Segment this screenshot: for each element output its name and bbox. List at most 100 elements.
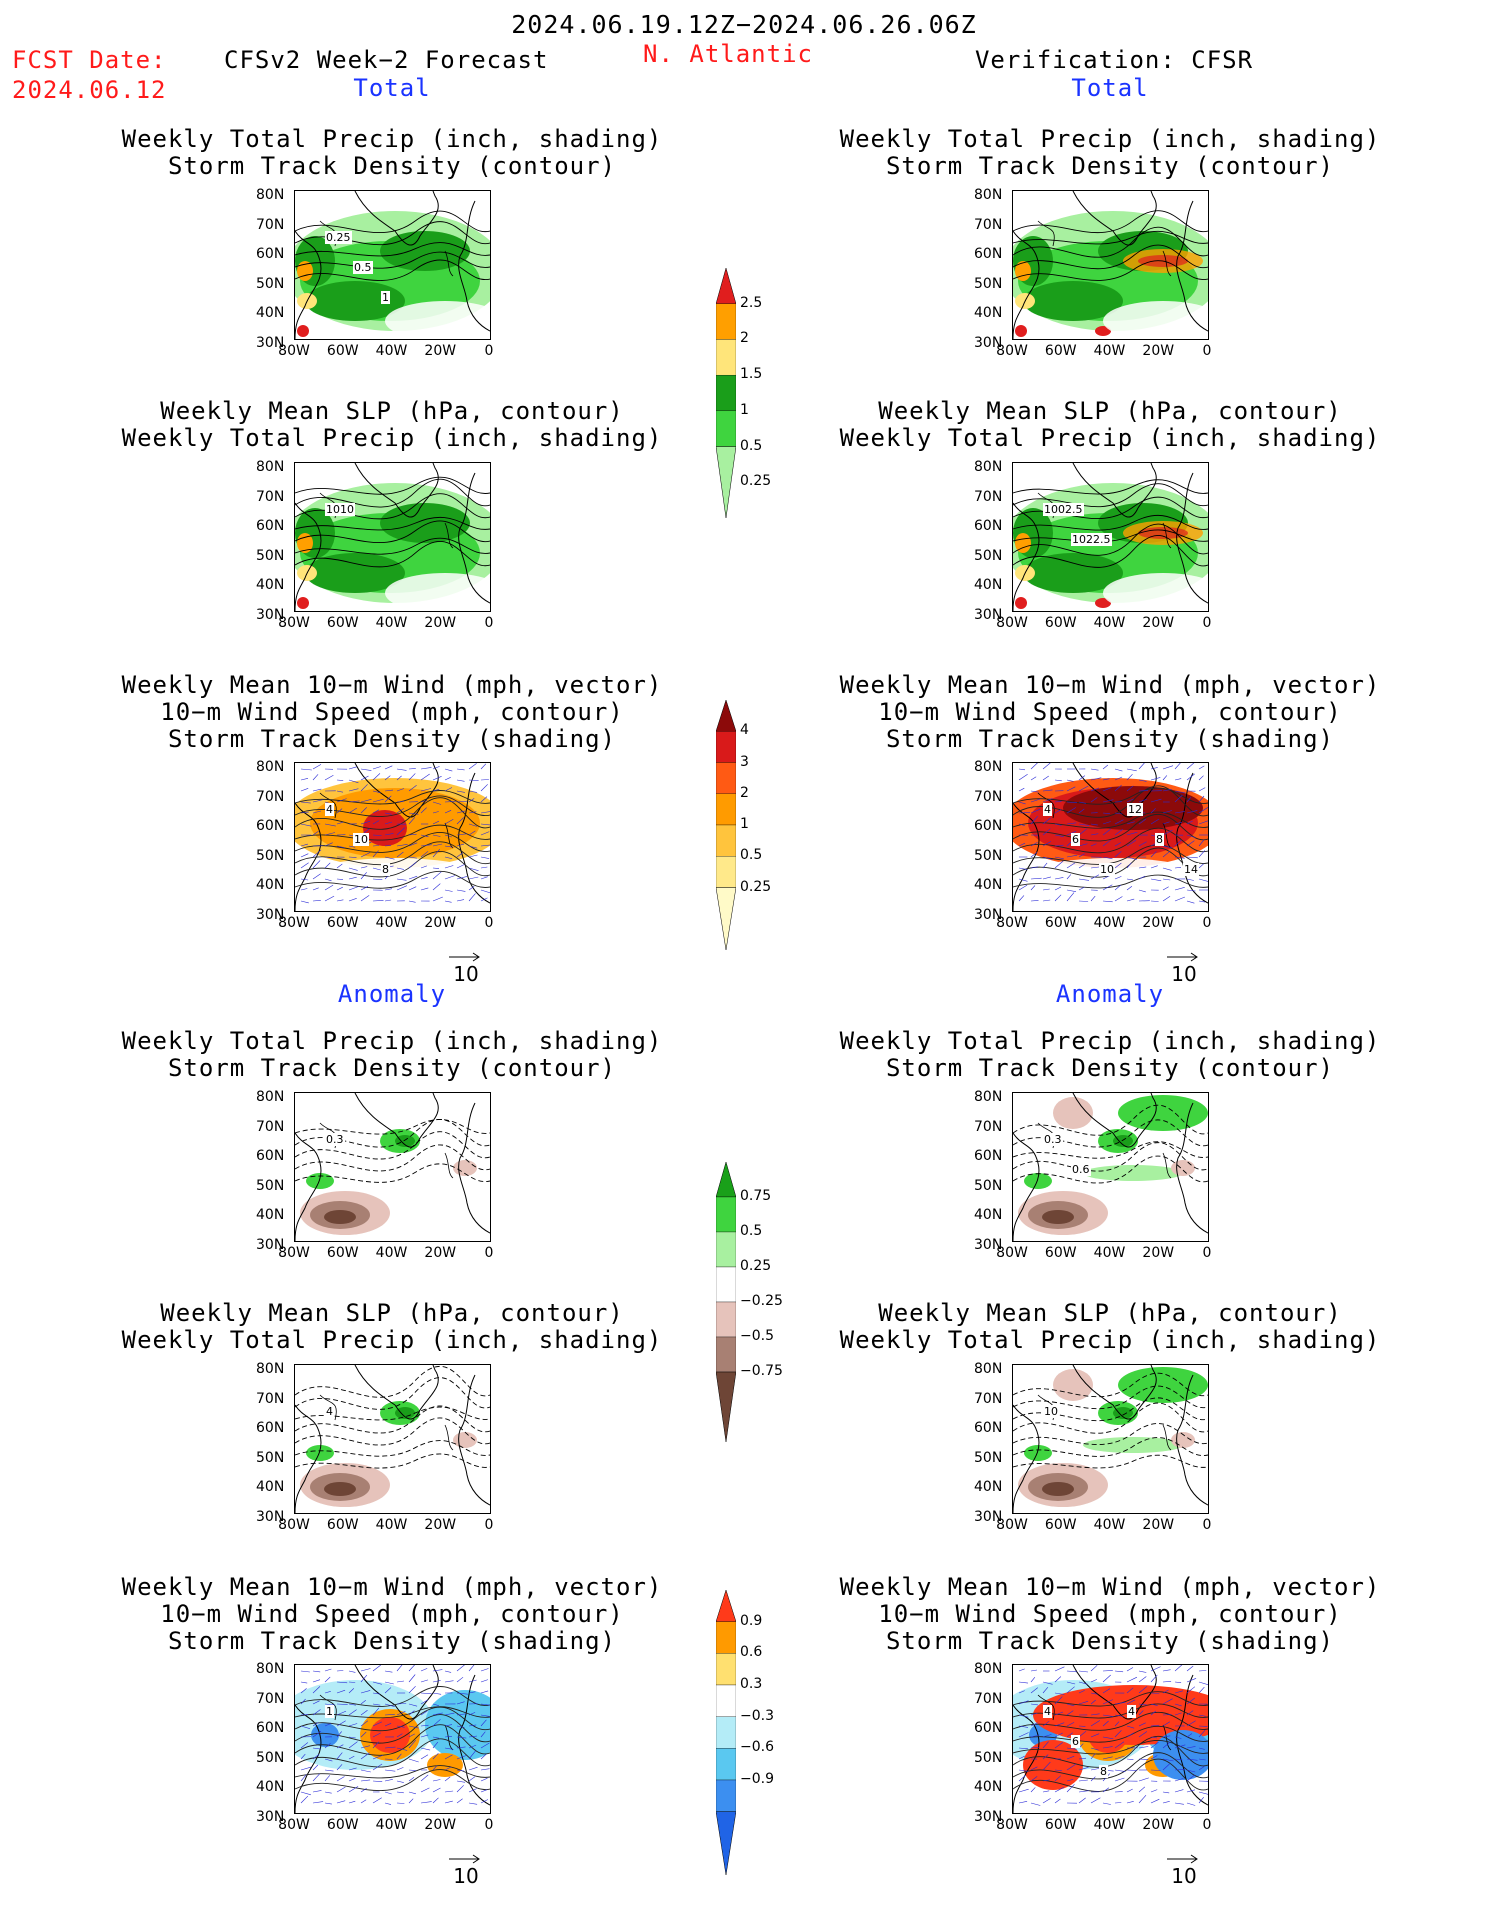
lat-label: 80N <box>256 459 285 475</box>
panel-title-line: Weekly Total Precip (inch, shading) <box>121 424 663 452</box>
colorbar-label: 1 <box>740 816 749 832</box>
lon-label: 60W <box>326 615 359 631</box>
colorbar-label: 3 <box>740 753 749 770</box>
panel-title-fcst_anom_precip: Weekly Total Precip (inch, shading) Storm… <box>122 1028 663 1082</box>
lon-label: 20W <box>424 1517 457 1533</box>
lat-label: 40N <box>974 877 1003 893</box>
lon-label: 60W <box>1044 1817 1077 1833</box>
lat-label: 60N <box>256 1720 285 1736</box>
lat-label: 70N <box>974 1690 1003 1707</box>
colorbar-precip_anom <box>715 1161 737 1446</box>
lat-label: 50N <box>974 847 1003 864</box>
lat-label: 70N <box>974 1390 1003 1407</box>
lon-label: 0 <box>1202 615 1212 631</box>
lon-label: 80W <box>996 1817 1028 1833</box>
lat-label: 80N <box>974 187 1003 203</box>
lat-label: 60N <box>974 1420 1003 1436</box>
lon-label: 80W <box>996 1245 1028 1261</box>
colorbar-segment <box>715 303 737 340</box>
panel-title-obs_total_precip: Weekly Total Precip (inch, shading) Storm… <box>840 126 1381 180</box>
lat-label: 30N <box>256 1508 285 1525</box>
colorbar-label: −0.9 <box>740 1771 774 1787</box>
lat-label: 80N <box>974 1089 1003 1105</box>
panel-title-line: Storm Track Density (shading) <box>167 725 617 753</box>
panel-title-obs_anom_wind: Weekly Mean 10−m Wind (mph, vector) 10−m … <box>840 1574 1381 1655</box>
colorbar-segment <box>715 1196 737 1233</box>
panel-title-line: Weekly Mean SLP (hPa, contour) <box>160 397 624 425</box>
lon-label: 40W <box>1093 615 1126 631</box>
panel-title-line: Weekly Total Precip (inch, shading) <box>121 125 663 153</box>
colorbar-label: −0.3 <box>740 1707 774 1724</box>
vector-ref-label: 10 <box>453 962 479 986</box>
colorbar-segment <box>715 856 737 888</box>
colorbar-label: −0.6 <box>740 1739 774 1756</box>
panel-title-line: 10−m Wind Speed (mph, contour) <box>878 1600 1342 1628</box>
lat-label: 70N <box>256 1390 285 1407</box>
contour-label: 0.6 <box>1071 1163 1091 1176</box>
lon-label: 80W <box>278 1245 310 1261</box>
vector-ref: 10 <box>449 1854 483 1888</box>
lon-label: 0 <box>484 915 494 931</box>
lon-label: 40W <box>375 1817 408 1833</box>
lat-label: 60N <box>974 1148 1003 1164</box>
colorbar-label: 0.25 <box>740 473 772 490</box>
colorbar-cap-top <box>715 267 737 304</box>
colorbar-label: −0.75 <box>740 1363 783 1379</box>
lat-label: 30N <box>256 334 285 351</box>
contour-label: 6 <box>1071 833 1080 846</box>
contour-label: 14 <box>1183 863 1199 876</box>
lon-label: 40W <box>1093 343 1126 359</box>
lat-label: 30N <box>256 1808 285 1825</box>
colorbar-label: −0.25 <box>740 1293 783 1309</box>
lat-label: 30N <box>974 1508 1003 1525</box>
contour-label: 1 <box>381 291 390 304</box>
colorbar-label: 0.25 <box>740 878 772 895</box>
map-obs_anom_wind: 4 6 8 4 <box>1012 1664 1209 1814</box>
lat-label: 30N <box>974 334 1003 351</box>
panel-title-line: Storm Track Density (contour) <box>885 152 1335 180</box>
lon-label: 80W <box>278 1817 310 1833</box>
panel-title-line: Weekly Mean SLP (hPa, contour) <box>878 397 1342 425</box>
colorbar-segment <box>715 1621 737 1654</box>
lat-label: 60N <box>256 518 285 534</box>
colorbar-storm <box>715 699 737 954</box>
lon-label: 0 <box>1202 1817 1212 1833</box>
lon-label: 0 <box>1202 343 1212 359</box>
lat-label: 70N <box>256 216 285 233</box>
fcst-date-label: FCST Date: <box>12 46 167 74</box>
panel-title-line: Weekly Mean 10−m Wind (mph, vector) <box>121 1573 663 1601</box>
vector-ref: 10 <box>1167 952 1201 986</box>
lon-label: 20W <box>1142 1817 1175 1833</box>
map-fcst_total_precip: 0.25 0.5 1 <box>294 190 491 340</box>
lat-label: 80N <box>256 759 285 775</box>
map-fcst_total_slp: 1010 <box>294 462 491 612</box>
lon-label: 40W <box>1093 1517 1126 1533</box>
colorbar-segment <box>715 1716 737 1749</box>
lon-label: 20W <box>424 615 457 631</box>
lat-label: 60N <box>974 246 1003 262</box>
region-title: N. Atlantic <box>643 40 813 68</box>
colorbar-label: 1 <box>740 401 749 418</box>
lon-label: 40W <box>1093 915 1126 931</box>
lat-label: 80N <box>974 459 1003 475</box>
contour-label: 8 <box>381 863 390 876</box>
colorbar-cap-bottom <box>715 887 737 951</box>
lat-label: 40N <box>256 877 285 893</box>
map-fcst_total_wind: 4 10 8 <box>294 762 491 912</box>
lon-label: 60W <box>1044 1245 1077 1261</box>
lat-label: 60N <box>256 246 285 262</box>
lon-label: 60W <box>1044 1517 1077 1533</box>
lat-label: 40N <box>974 577 1003 593</box>
lat-label: 80N <box>256 1361 285 1377</box>
panel-title-line: 10−m Wind Speed (mph, contour) <box>160 1600 624 1628</box>
panel-title-line: 10−m Wind Speed (mph, contour) <box>878 698 1342 726</box>
panel-title-line: Weekly Mean SLP (hPa, contour) <box>160 1299 624 1327</box>
vector-ref-label: 10 <box>1171 962 1197 986</box>
lat-label: 40N <box>974 1207 1003 1223</box>
colorbar-label: 4 <box>740 722 749 739</box>
lat-label: 50N <box>256 847 285 864</box>
lat-label: 40N <box>256 1779 285 1795</box>
lon-label: 60W <box>326 1517 359 1533</box>
lon-label: 40W <box>375 1245 408 1261</box>
panel-title-line: Weekly Total Precip (inch, shading) <box>839 125 1381 153</box>
